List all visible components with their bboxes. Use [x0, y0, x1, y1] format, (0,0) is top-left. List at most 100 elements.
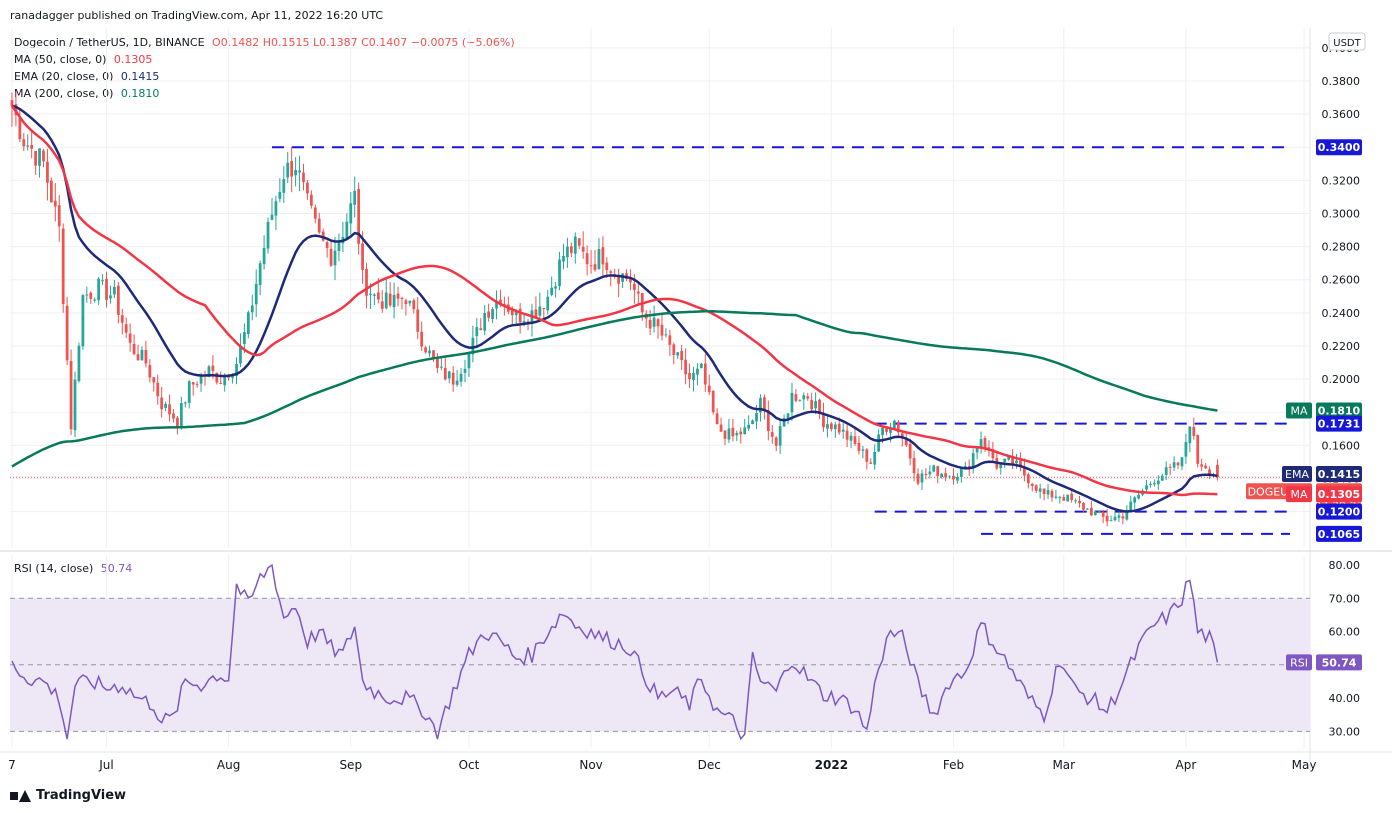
- candle-body: [715, 413, 719, 425]
- candle-body: [1192, 426, 1196, 436]
- price-tick-label: 0.3200: [1322, 174, 1361, 187]
- candle-body: [900, 433, 904, 439]
- candle-body: [786, 413, 790, 419]
- candle-body: [963, 465, 967, 468]
- candle-body: [1078, 500, 1081, 504]
- candle-body: [727, 428, 731, 440]
- ema20-legend-value: 0.1415: [120, 70, 160, 83]
- candle-body: [388, 293, 392, 306]
- candle-body: [26, 145, 30, 147]
- ema20-legend[interactable]: EMA (20, close, 0) 0.1415: [14, 70, 163, 83]
- candle-body: [467, 353, 471, 369]
- candle-body: [743, 427, 747, 435]
- ma200-legend[interactable]: MA (200, close, 0) 0.1810: [14, 87, 163, 100]
- candle-body: [932, 465, 936, 472]
- symbol-legend[interactable]: Dogecoin / TetherUS, 1D, BINANCE O0.1482…: [14, 36, 519, 49]
- candle-body: [443, 367, 447, 380]
- candle-body: [514, 310, 518, 316]
- candle-body: [747, 424, 751, 429]
- candle-body: [518, 308, 522, 323]
- candle-body: [333, 250, 337, 266]
- rsi-tick-label: 80.00: [1329, 559, 1361, 572]
- candle-body: [542, 308, 546, 310]
- candle-body: [10, 100, 14, 107]
- candle-body: [873, 451, 877, 465]
- candle-body: [778, 426, 782, 446]
- candle-body: [1046, 490, 1050, 495]
- candle-body: [53, 200, 57, 207]
- time-tick-label: Apr: [1176, 758, 1197, 772]
- candle-body: [396, 293, 400, 299]
- candle-body: [183, 402, 187, 404]
- rsi-legend[interactable]: RSI (14, close) 50.74: [14, 562, 136, 575]
- candle-body: [707, 385, 711, 393]
- candle-body: [569, 246, 573, 254]
- candle-body: [1117, 515, 1121, 518]
- candle-body: [751, 420, 754, 425]
- candle-body: [755, 413, 758, 422]
- candle-body: [1196, 434, 1200, 464]
- time-tick-label: Jul: [98, 758, 113, 772]
- candle-body: [912, 457, 916, 474]
- candle-body: [1168, 466, 1172, 468]
- time-tick-label: Feb: [943, 758, 964, 772]
- candle-body: [376, 292, 380, 300]
- candle-body: [1089, 507, 1093, 516]
- tradingview-logo-icon: [10, 789, 31, 802]
- ma200-name-box: [1286, 402, 1312, 419]
- candle-body: [924, 473, 928, 475]
- candle-body: [294, 170, 297, 176]
- candle-body: [857, 442, 861, 451]
- candle-body: [168, 404, 171, 415]
- candle-body: [274, 201, 278, 216]
- ma50-legend[interactable]: MA (50, close, 0) 0.1305: [14, 53, 156, 66]
- candle-body: [601, 247, 605, 265]
- candle-body: [692, 372, 695, 381]
- candle-body: [1180, 457, 1184, 467]
- candle-body: [361, 243, 364, 270]
- candle-body: [373, 294, 376, 296]
- candle-body: [829, 423, 833, 430]
- ma50-legend-value: 0.1305: [113, 53, 153, 66]
- candle-body: [337, 241, 341, 252]
- level-1731-tag-box: [1316, 415, 1362, 432]
- time-tick-label: Dec: [698, 758, 721, 772]
- candle-body: [81, 295, 85, 347]
- candle-body: [1054, 496, 1058, 498]
- candle-body: [471, 337, 475, 355]
- candle-body: [491, 309, 494, 320]
- tradingview-brand[interactable]: TradingView: [10, 788, 126, 803]
- ma200-tag-value: 0.1810: [1318, 405, 1361, 418]
- candle-body: [928, 471, 932, 475]
- candle-body: [101, 280, 104, 282]
- candle-body: [936, 466, 940, 477]
- candle-body: [774, 437, 778, 446]
- candle-body: [1145, 485, 1148, 490]
- candle-body: [1015, 460, 1018, 464]
- candle-body: [290, 161, 294, 177]
- candle-body: [132, 343, 136, 355]
- candle-body: [881, 427, 884, 436]
- time-tick-label: Mar: [1052, 758, 1075, 772]
- candle-body: [889, 428, 892, 433]
- candle-body: [562, 255, 565, 262]
- candle-body: [629, 279, 632, 283]
- candle-body: [794, 394, 798, 401]
- ema20-line: [11, 104, 1218, 513]
- candle-body: [1070, 493, 1074, 500]
- candle-body: [510, 310, 514, 316]
- price-tick-label: 0.3000: [1322, 207, 1361, 220]
- candle-body: [885, 428, 888, 432]
- candle-body: [802, 395, 806, 400]
- candle-body: [967, 466, 971, 468]
- candle-body: [1200, 464, 1204, 467]
- candle-body: [199, 375, 203, 384]
- candle-body: [246, 312, 250, 334]
- candle-body: [329, 248, 333, 266]
- candle-body: [1019, 460, 1022, 467]
- candle-body: [975, 448, 979, 453]
- candle-body: [357, 188, 361, 244]
- candle-body: [22, 139, 26, 147]
- rsi-legend-value: 50.74: [100, 562, 133, 575]
